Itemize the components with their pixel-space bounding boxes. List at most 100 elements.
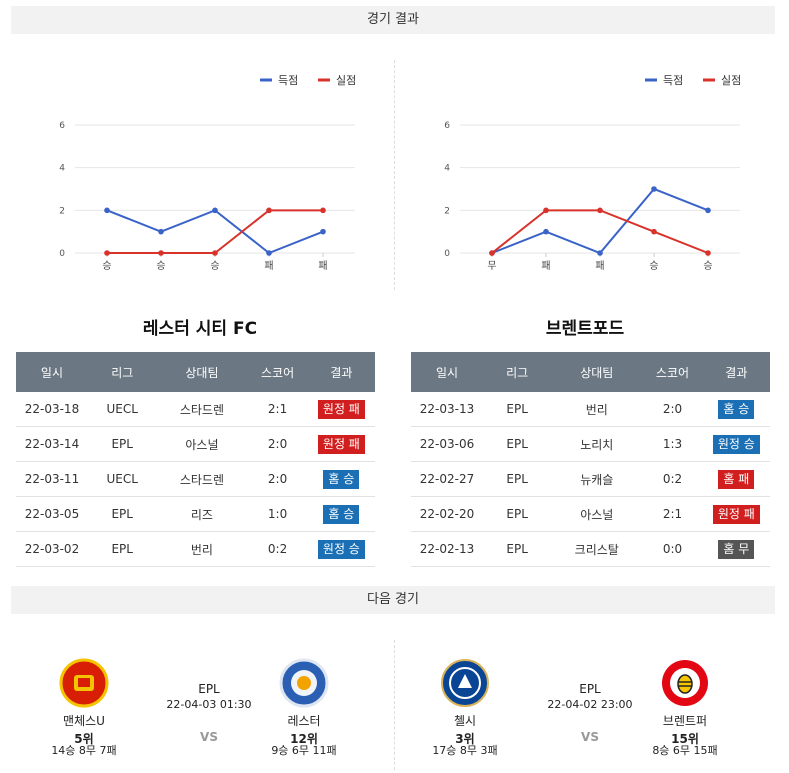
legend-label: 실점 — [336, 74, 356, 87]
col-league: 리그 — [483, 352, 552, 392]
data-point — [104, 207, 110, 214]
data-point — [597, 207, 603, 214]
x-tick-label: 승 — [210, 260, 219, 272]
cell-result: 홈 승 — [702, 392, 770, 427]
y-tick-label: 6 — [59, 121, 65, 131]
data-point — [158, 250, 164, 256]
x-tick-label: 승 — [102, 260, 111, 272]
table-row: 22-03-11 UECL 스타드렌 2:0 홈 승 — [16, 461, 375, 497]
cell-date: 22-03-06 — [411, 426, 484, 462]
cell-date: 22-03-13 — [411, 392, 484, 427]
result-badge: 원정 승 — [317, 539, 365, 559]
cell-date: 22-03-11 — [16, 461, 88, 497]
x-tick-label: 승 — [703, 260, 712, 272]
data-point — [543, 207, 549, 214]
table-row: 22-03-14 EPL 아스널 2:0 원정 패 — [16, 426, 375, 462]
table-row: 22-03-02 EPL 번리 0:2 원정 승 — [16, 531, 375, 567]
data-point — [705, 207, 711, 214]
x-tick-label: 무 — [487, 261, 496, 272]
home-team-name: 첼시 — [453, 714, 477, 728]
x-tick-label: 패 — [318, 260, 327, 272]
cell-result: 홈 승 — [307, 496, 375, 532]
manutd-crest-icon — [59, 658, 109, 708]
col-date: 일시 — [16, 352, 88, 392]
result-badge: 원정 패 — [712, 504, 760, 524]
cell-date: 22-03-02 — [16, 531, 88, 567]
cell-score: 2:1 — [642, 496, 703, 532]
leicester-results-chart: 득점 실점 0 2 4 6 승 승 승 패 패 — [59, 74, 356, 272]
chelsea-crest-icon — [440, 658, 490, 708]
data-point — [212, 207, 218, 214]
col-result: 결과 — [307, 352, 375, 392]
cell-opponent: 크리스탈 — [551, 531, 643, 567]
cell-date: 22-02-27 — [411, 461, 484, 497]
home-team-rank: 3위 — [455, 732, 475, 746]
cell-opponent: 리즈 — [156, 496, 248, 532]
data-point — [705, 250, 711, 256]
data-point — [266, 207, 272, 214]
cell-score: 1:0 — [247, 496, 308, 532]
cell-league: EPL — [483, 461, 552, 497]
table-row: 22-03-05 EPL 리즈 1:0 홈 승 — [16, 496, 375, 532]
series-line-scored — [106, 209, 324, 255]
data-point — [212, 250, 218, 256]
column-divider — [394, 60, 395, 290]
chart-leicester: 득점 실점 0 2 4 6 승 승 승 패 패 — [20, 60, 380, 280]
x-tick-label: 승 — [649, 260, 658, 272]
match-time: 22-04-03 01:30 — [166, 698, 252, 711]
cell-date: 22-02-13 — [411, 531, 484, 567]
cell-date: 22-02-20 — [411, 496, 484, 532]
away-team-name: 레스터 — [287, 714, 321, 728]
cell-league: EPL — [483, 531, 552, 567]
cell-league: UECL — [87, 392, 157, 427]
cell-opponent: 스타드렌 — [156, 461, 248, 497]
leicester-crest-icon — [279, 658, 329, 708]
brentford-crest-icon — [660, 658, 710, 708]
next-match-2: 첼시 3위 17승 8무 3패 EPL 22-04-02 23:00 VS 브렌… — [410, 650, 770, 770]
table-row: 22-03-13 EPL 번리 2:0 홈 승 — [411, 392, 770, 427]
table-row: 22-02-27 EPL 뉴캐슬 0:2 홈 패 — [411, 461, 770, 497]
cell-result: 원정 패 — [307, 426, 375, 462]
table-header-row: 일시 리그 상대팀 스코어 결과 — [411, 352, 770, 392]
next-section-header: 다음 경기 — [11, 586, 775, 614]
match-league: EPL — [579, 682, 601, 696]
results-section-header: 경기 결과 — [11, 6, 775, 34]
legend-label: 득점 — [278, 74, 298, 87]
team-title-brentford: 브렌트포드 — [545, 319, 625, 339]
result-badge: 원정 패 — [317, 434, 365, 454]
cell-opponent: 노리치 — [551, 426, 643, 462]
x-tick-label: 패 — [541, 260, 550, 272]
series-line-scored — [491, 187, 709, 255]
result-badge: 원정 승 — [712, 434, 760, 454]
column-divider — [394, 640, 395, 770]
chart-brentford: 득점 실점 0 2 4 6 무 패 패 승 승 — [405, 60, 765, 280]
col-opponent: 상대팀 — [156, 352, 248, 392]
cell-result: 홈 무 — [702, 531, 770, 567]
results-table-brentford: 일시 리그 상대팀 스코어 결과 22-03-13 EPL 번리 2:0 홈 승 22-0… — [411, 352, 770, 567]
cell-opponent: 번리 — [551, 392, 643, 427]
cell-league: EPL — [483, 426, 552, 462]
away-team-record: 8승 6무 15패 — [652, 744, 718, 757]
x-tick-label: 승 — [156, 260, 165, 272]
cell-result: 원정 승 — [702, 426, 770, 462]
home-team-record: 17승 8무 3패 — [432, 744, 498, 757]
cell-score: 0:2 — [642, 461, 703, 497]
series-line-conceded — [491, 209, 709, 254]
cell-date: 22-03-18 — [16, 392, 88, 427]
data-point — [320, 228, 326, 235]
vs-label: VS — [581, 730, 599, 744]
col-score: 스코어 — [247, 352, 308, 392]
cell-score: 2:0 — [642, 392, 703, 427]
cell-score: 2:0 — [247, 426, 308, 462]
table-header-row: 일시 리그 상대팀 스코어 결과 — [16, 352, 375, 392]
y-tick-label: 0 — [59, 249, 65, 259]
result-badge: 홈 승 — [323, 504, 360, 524]
cell-opponent: 번리 — [156, 531, 248, 567]
series-line-conceded — [107, 209, 323, 254]
match-time: 22-04-02 23:00 — [547, 698, 633, 711]
cell-league: EPL — [87, 531, 157, 567]
results-table-leicester: 일시 리그 상대팀 스코어 결과 22-03-18 UECL 스타드렌 2:1 원정 패… — [16, 352, 375, 567]
table-row: 22-02-13 EPL 크리스탈 0:0 홈 무 — [411, 531, 770, 567]
cell-result: 원정 승 — [307, 531, 375, 567]
data-point — [266, 250, 272, 256]
